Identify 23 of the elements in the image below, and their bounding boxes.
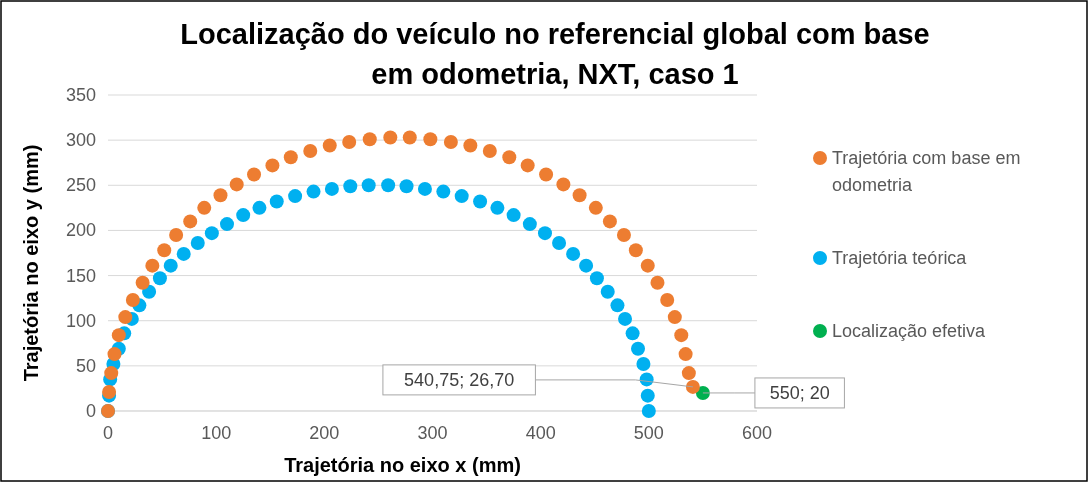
x-tick-label: 200: [309, 423, 340, 443]
x-axis-title: Trajetória no eixo x (mm): [284, 454, 521, 476]
y-tick-label: 250: [65, 175, 96, 196]
x-tick-label: 400: [525, 423, 556, 443]
x-tick-label: 0: [102, 423, 114, 443]
x-tick-label: 600: [741, 423, 773, 443]
annotation: 540,75; 26,70: [404, 369, 515, 390]
y-tick-label: 100: [65, 310, 96, 331]
legend-label: Trajetória com base em odometria: [832, 148, 1021, 195]
y-axis-title: Trajetória no eixo y (mm): [20, 144, 42, 382]
chart-title: Localização do veículo no referencial global com base em odometria, NXT, caso 1: [180, 18, 930, 90]
x-tick-label: 500: [633, 423, 664, 443]
y-tick-label: 350: [65, 85, 96, 105]
y-tick-label: 200: [65, 220, 96, 241]
legend-label: Trajetória teórica: [832, 248, 968, 268]
annotation: 550; 20: [769, 382, 830, 403]
y-tick-label: 300: [65, 130, 96, 151]
legend-label: Localização efetiva: [832, 321, 987, 341]
y-tick-label: 150: [65, 265, 96, 286]
x-tick-label: 100: [201, 423, 232, 443]
y-tick-label: 50: [75, 355, 96, 376]
x-tick-label: 300: [417, 423, 448, 443]
y-tick-label: 0: [85, 401, 96, 421]
